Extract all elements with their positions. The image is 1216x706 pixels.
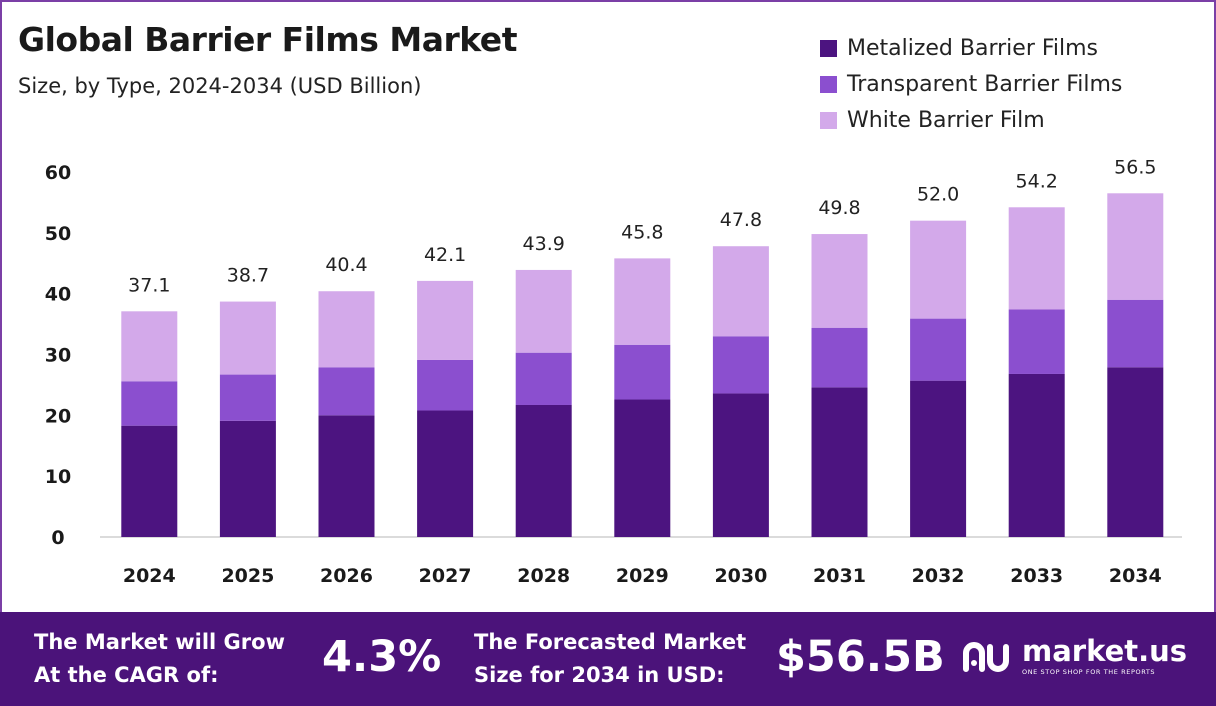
bar-segment-white — [515, 269, 572, 353]
x-tick-label: 2032 — [912, 565, 965, 587]
bar-total-label: 52.0 — [917, 184, 959, 206]
legend-label-transparent: Transparent Barrier Films — [847, 71, 1123, 97]
bar-total-label: 42.1 — [424, 244, 466, 266]
x-tick-label: 2025 — [221, 565, 274, 587]
bar-total-label: 37.1 — [128, 274, 170, 296]
legend-item-white: White Barrier Film — [820, 102, 1122, 138]
bar-segment-metalized — [121, 425, 178, 537]
x-tick-label: 2034 — [1109, 565, 1162, 587]
x-tick-label: 2027 — [419, 565, 472, 587]
brand-name: market.us — [1022, 634, 1188, 668]
bar-segment-white — [318, 291, 375, 368]
y-tick-label: 10 — [45, 466, 71, 488]
legend-swatch-metalized — [820, 39, 837, 57]
bar-total-label: 38.7 — [227, 265, 269, 287]
y-tick-label: 20 — [45, 405, 71, 427]
market-us-logo-icon — [963, 642, 1009, 672]
chart-title: Global Barrier Films Market — [18, 20, 517, 59]
x-tick-label: 2030 — [714, 565, 767, 587]
bar-segment-metalized — [515, 404, 572, 537]
bar-segment-metalized — [318, 415, 375, 537]
bar-total-label: 40.4 — [325, 254, 367, 276]
brand-tagline: ONE STOP SHOP FOR THE REPORTS — [1022, 668, 1156, 676]
legend: Metalized Barrier Films Transparent Barr… — [820, 30, 1122, 138]
bar-total-label: 43.9 — [523, 233, 565, 255]
y-tick-label: 0 — [51, 527, 64, 549]
forecast-label-line2: Size for 2034 in USD: — [474, 663, 725, 687]
bar-segment-transparent — [417, 359, 474, 411]
chart-subtitle: Size, by Type, 2024-2034 (USD Billion) — [18, 74, 422, 98]
bar-segment-white — [910, 220, 967, 319]
bar-segment-metalized — [1107, 367, 1164, 537]
legend-item-metalized: Metalized Barrier Films — [820, 30, 1122, 66]
y-tick-label: 40 — [45, 284, 71, 306]
bar-segment-white — [614, 258, 671, 345]
x-tick-label: 2029 — [616, 565, 669, 587]
cagr-value: 4.3% — [322, 632, 442, 682]
bar-segment-transparent — [1008, 309, 1065, 374]
bar-segment-white — [712, 246, 769, 337]
legend-item-transparent: Transparent Barrier Films — [820, 66, 1122, 102]
x-tick-label: 2031 — [813, 565, 866, 587]
forecast-label: The Forecasted Market Size for 2034 in U… — [474, 626, 746, 692]
legend-swatch-white — [820, 111, 837, 129]
bar-segment-transparent — [318, 367, 375, 416]
forecast-label-line1: The Forecasted Market — [474, 630, 747, 654]
bar-segment-transparent — [515, 352, 572, 405]
bar-segment-metalized — [219, 420, 276, 537]
bar-segment-transparent — [1107, 299, 1164, 368]
legend-label-metalized: Metalized Barrier Films — [847, 35, 1099, 61]
bar-segment-metalized — [417, 410, 474, 537]
bar-segment-transparent — [910, 318, 967, 381]
footer-banner: The Market will Grow At the CAGR of: 4.3… — [0, 612, 1216, 706]
bar-segment-white — [219, 301, 276, 375]
bar-segment-transparent — [811, 327, 868, 388]
brand-logo: market.us ONE STOP SHOP FOR THE REPORTS — [962, 636, 1187, 676]
bar-segment-white — [1107, 193, 1164, 300]
bar-segment-white — [121, 311, 178, 382]
legend-label-white: White Barrier Film — [847, 107, 1045, 133]
x-tick-label: 2024 — [123, 565, 176, 587]
bar-total-label: 47.8 — [720, 209, 762, 231]
cagr-label-line2: At the CAGR of: — [34, 663, 219, 687]
bar-segment-transparent — [219, 374, 276, 421]
bar-chart: 010203040506037.1202438.7202540.4202642.… — [45, 156, 1182, 587]
x-tick-label: 2033 — [1010, 565, 1063, 587]
x-tick-label: 2026 — [320, 565, 373, 587]
bar-segment-metalized — [910, 380, 967, 537]
bar-total-label: 54.2 — [1016, 170, 1058, 192]
bar-segment-metalized — [811, 387, 868, 537]
bar-segment-transparent — [614, 344, 671, 400]
bar-total-label: 45.8 — [621, 221, 663, 243]
bar-segment-white — [417, 280, 474, 360]
bar-segment-metalized — [712, 393, 769, 537]
bar-segment-metalized — [1008, 373, 1065, 537]
bar-segment-white — [1008, 207, 1065, 310]
forecast-value: $56.5B — [776, 632, 945, 682]
legend-swatch-transparent — [820, 75, 837, 93]
bar-total-label: 49.8 — [818, 197, 860, 219]
bar-total-label: 56.5 — [1114, 156, 1156, 178]
cagr-label-line1: The Market will Grow — [34, 630, 285, 654]
bar-segment-white — [811, 234, 868, 328]
bar-segment-transparent — [712, 336, 769, 394]
y-tick-label: 60 — [45, 162, 71, 184]
y-tick-label: 30 — [45, 345, 71, 367]
y-tick-label: 50 — [45, 223, 71, 245]
bar-segment-metalized — [614, 399, 671, 537]
cagr-label: The Market will Grow At the CAGR of: — [34, 626, 285, 692]
bar-segment-transparent — [121, 381, 178, 426]
x-tick-label: 2028 — [517, 565, 570, 587]
